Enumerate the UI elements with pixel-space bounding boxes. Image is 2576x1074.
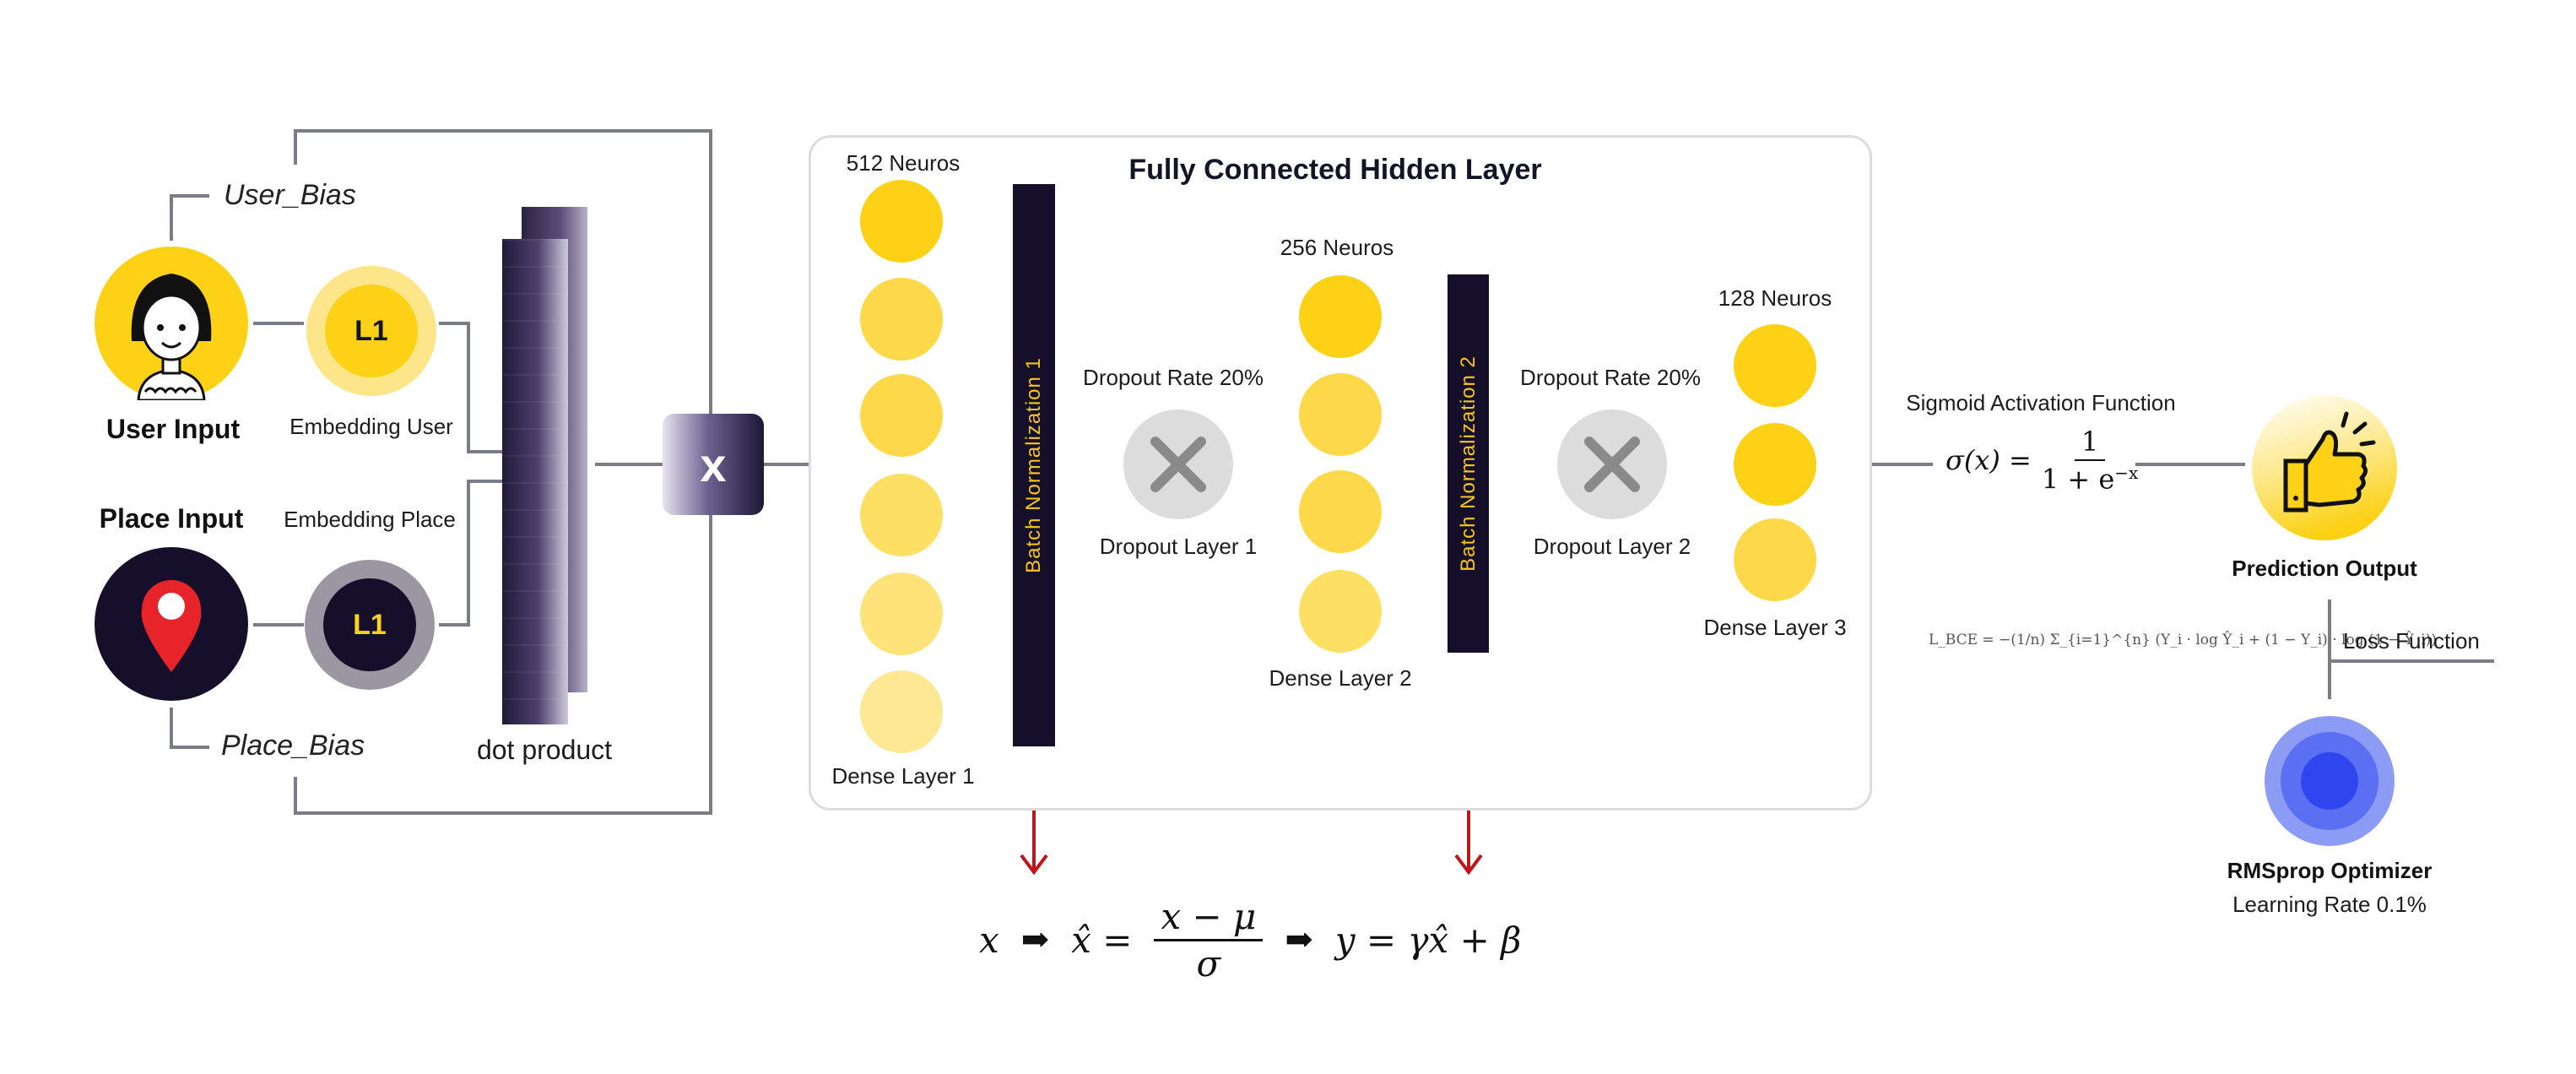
- dense1-label: Dense Layer 1: [831, 763, 975, 789]
- dense1-neuron: [860, 474, 943, 556]
- embedding-place-label: Embedding Place: [284, 507, 456, 532]
- user-input-label: User Input: [106, 414, 241, 444]
- hidden-layer-title: Fully Connected Hidden Layer: [1128, 154, 1542, 186]
- sigmoid-title: Sigmoid Activation Function: [1906, 390, 2176, 415]
- close-icon: [1150, 437, 1206, 492]
- neurons-128-label: 128 Neuros: [1718, 285, 1832, 311]
- dropout-rate-1-label: Dropout Rate 20%: [1083, 365, 1264, 390]
- dense2-neuron: [1299, 275, 1382, 358]
- multiply-operator: x: [663, 414, 764, 515]
- loss-function-label: Loss Function: [2343, 628, 2480, 654]
- dropout-layer-1-label: Dropout Layer 1: [1099, 534, 1258, 559]
- optimizer-label: RMSprop Optimizer: [2227, 858, 2433, 883]
- thumbs-up-icon: [2252, 395, 2397, 540]
- dropout-layer-1-node: [1123, 410, 1233, 519]
- batch-norm-1-bar: Batch Normalization 1: [1013, 184, 1055, 746]
- dense1-neuron: [860, 278, 943, 361]
- sigmoid-exponent: −x: [2114, 463, 2139, 483]
- dense1-neuron: [860, 572, 943, 655]
- batch-norm-formula: x ➡ x̂ = x − μ σ ➡ y = γx̂ + β: [979, 893, 1521, 986]
- dense1-neuron: [860, 670, 943, 753]
- sigmoid-denominator: 1 + e: [2041, 463, 2115, 496]
- dense1-neuron: [860, 180, 943, 263]
- dense2-neuron: [1299, 570, 1382, 653]
- dense2-neuron: [1299, 373, 1382, 456]
- sigmoid-numerator: 1: [2074, 426, 2106, 461]
- optimizer-icon: [2265, 716, 2395, 846]
- prediction-output-label: Prediction Output: [2232, 556, 2417, 581]
- arrow-right-icon: ➡: [1020, 920, 1050, 959]
- bn-formula-x: x: [979, 919, 999, 961]
- bn-formula-numerator: x − μ: [1154, 896, 1264, 941]
- place-bias-label: Place_Bias: [221, 730, 365, 762]
- dot-product-front-stack: [502, 239, 568, 724]
- embedding-place-node: L1: [305, 560, 435, 690]
- location-pin-icon: [95, 547, 248, 701]
- user-bias-label: User_Bias: [224, 179, 356, 211]
- dense3-neuron: [1734, 518, 1816, 601]
- bn-formula-xhat: x̂ =: [1071, 919, 1133, 961]
- loss-formula: L_BCE = −(1/n) Σ_{i=1}^{n} (Y_i · log Ŷ_…: [1929, 632, 2437, 648]
- sigmoid-lhs: σ(x) =: [1946, 444, 2032, 477]
- dense2-neuron: [1299, 470, 1382, 553]
- dropout-layer-2-label: Dropout Layer 2: [1533, 534, 1691, 559]
- neurons-512-label: 512 Neuros: [846, 150, 961, 176]
- bn-formula-fraction: x − μ σ: [1154, 896, 1264, 984]
- neurons-256-label: 256 Neuros: [1280, 235, 1394, 260]
- dense3-neuron: [1734, 423, 1816, 506]
- dropout-layer-2-node: [1557, 410, 1667, 519]
- dense2-label: Dense Layer 2: [1269, 665, 1412, 691]
- dot-product-label: dot product: [476, 735, 613, 765]
- multiply-symbol: x: [700, 437, 727, 491]
- sigmoid-formula: σ(x) = 1 1 + e−x: [1946, 426, 2138, 496]
- place-input-label: Place Input: [99, 503, 244, 534]
- l1-user-label: L1: [325, 285, 418, 377]
- arrow-right-icon: ➡: [1285, 920, 1313, 959]
- sigmoid-fraction: 1 1 + e−x: [2042, 426, 2139, 496]
- batch-norm-2-label: Batch Normalization 2: [1456, 355, 1480, 572]
- dense3-label: Dense Layer 3: [1703, 615, 1847, 640]
- batch-norm-2-bar: Batch Normalization 2: [1448, 274, 1489, 653]
- embedding-user-label: Embedding User: [290, 414, 453, 439]
- dropout-rate-2-label: Dropout Rate 20%: [1520, 365, 1701, 390]
- dense3-neuron: [1734, 324, 1816, 407]
- dense1-neuron: [860, 374, 943, 457]
- embedding-user-node: L1: [306, 266, 436, 396]
- close-icon: [1584, 437, 1640, 492]
- bn-formula-denominator: σ: [1196, 942, 1221, 984]
- user-avatar-icon: [95, 247, 248, 402]
- batch-norm-1-label: Batch Normalization 1: [1022, 357, 1045, 573]
- bn-formula-result: y = γx̂ + β: [1334, 919, 1522, 961]
- l1-place-label: L1: [323, 578, 416, 671]
- learning-rate-label: Learning Rate 0.1%: [2232, 892, 2427, 917]
